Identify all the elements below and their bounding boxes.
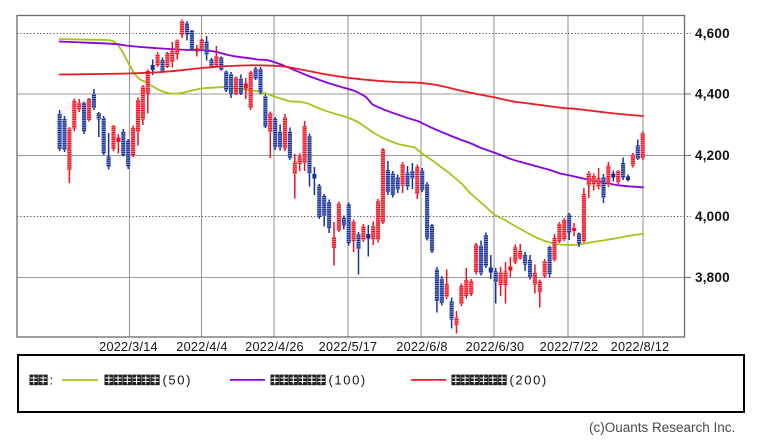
svg-text:(50): (50) (163, 372, 193, 387)
svg-text:2022/7/22: 2022/7/22 (540, 340, 599, 354)
svg-text:2022/3/14: 2022/3/14 (99, 340, 158, 354)
svg-text:2022/4/4: 2022/4/4 (176, 340, 227, 354)
svg-text:(200): (200) (510, 372, 548, 387)
svg-text:3,800: 3,800 (695, 270, 730, 285)
svg-text:(c)Ouants Research Inc.: (c)Ouants Research Inc. (589, 420, 735, 435)
svg-text:2022/4/26: 2022/4/26 (245, 340, 304, 354)
svg-text:2022/6/30: 2022/6/30 (466, 340, 525, 354)
svg-text:4,200: 4,200 (695, 148, 730, 163)
svg-text:4,000: 4,000 (695, 209, 730, 224)
svg-text:2022/8/12: 2022/8/12 (611, 340, 670, 354)
svg-text::: : (50, 372, 55, 387)
svg-text:4,400: 4,400 (695, 87, 730, 102)
svg-text:2022/5/17: 2022/5/17 (319, 340, 378, 354)
svg-text:2022/6/8: 2022/6/8 (396, 340, 447, 354)
svg-text:4,600: 4,600 (695, 26, 730, 41)
svg-text:(100): (100) (329, 372, 367, 387)
